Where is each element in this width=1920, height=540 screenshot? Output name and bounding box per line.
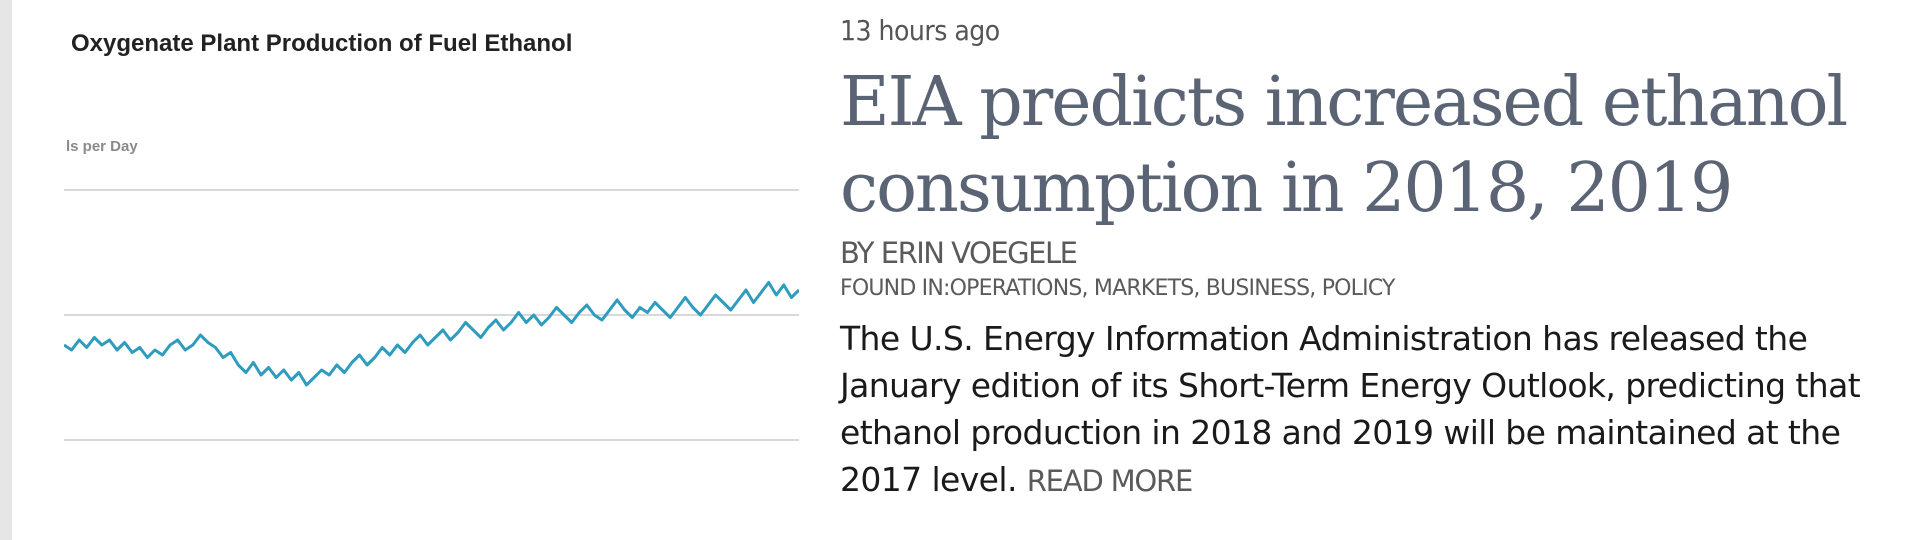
found-in-label: FOUND IN: [840, 276, 950, 301]
chart-unit-label: ls per Day [66, 138, 138, 155]
article-summary: The U.S. Energy Information Administrati… [840, 315, 1900, 505]
found-in: FOUND IN:OPERATIONS, MARKETS, BUSINESS, … [840, 276, 1395, 301]
series-line [64, 281, 799, 387]
category-link-markets[interactable]: MARKETS [1093, 276, 1194, 301]
article-timestamp: 13 hours ago [840, 14, 1000, 47]
summary-text: The U.S. Energy Information Administrati… [840, 319, 1861, 499]
chart-title: Oxygenate Plant Production of Fuel Ethan… [71, 30, 573, 57]
article-card: 13 hours ago EIA predicts increased etha… [840, 0, 1900, 540]
left-border [0, 0, 12, 540]
category-link-policy[interactable]: POLICY [1321, 276, 1396, 301]
chart-svg [64, 189, 799, 441]
category-link-business[interactable]: BUSINESS [1205, 276, 1310, 301]
category-link-operations[interactable]: OPERATIONS [949, 276, 1083, 301]
category-separator: , [1193, 276, 1206, 301]
category-separator: , [1081, 276, 1094, 301]
article-byline: BY ERIN VOEGELE [840, 236, 1078, 270]
article-thumbnail[interactable]: Oxygenate Plant Production of Fuel Ethan… [64, 0, 799, 540]
read-more-link[interactable]: READ MORE [1026, 464, 1194, 498]
article-headline[interactable]: EIA predicts increased ethanol consumpti… [840, 63, 1848, 228]
category-separator: , [1309, 276, 1322, 301]
